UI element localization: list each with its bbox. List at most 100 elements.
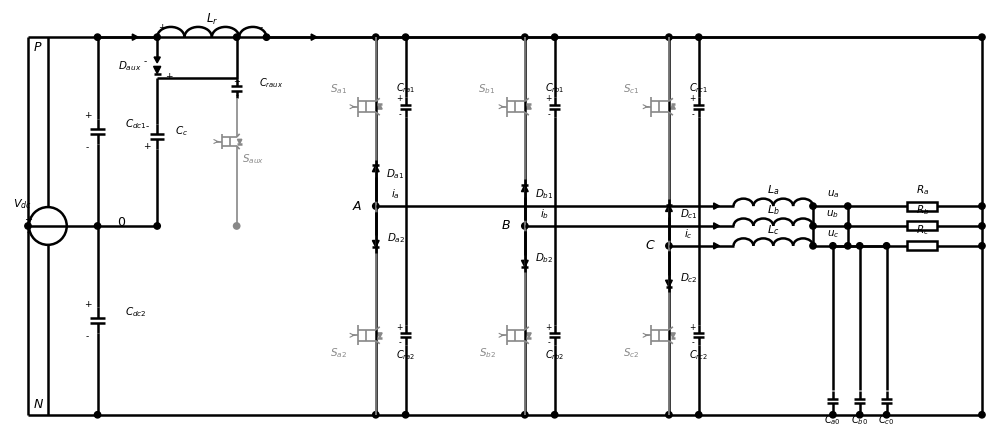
Circle shape [810, 203, 816, 209]
Circle shape [979, 34, 985, 40]
Circle shape [551, 411, 558, 418]
Circle shape [522, 411, 528, 418]
Text: $L_c$: $L_c$ [767, 223, 779, 237]
Text: $C_{rb2}$: $C_{rb2}$ [545, 348, 564, 362]
Text: $C_{c0}$: $C_{c0}$ [878, 413, 895, 426]
Text: B: B [501, 220, 510, 232]
Polygon shape [666, 280, 672, 287]
Circle shape [154, 223, 160, 229]
Circle shape [154, 34, 160, 40]
Text: C: C [645, 239, 654, 252]
Circle shape [94, 411, 101, 418]
Bar [907, 241, 937, 250]
Text: $R_c$: $R_c$ [916, 223, 929, 237]
Polygon shape [526, 105, 531, 109]
Text: -: - [691, 110, 694, 119]
Circle shape [857, 411, 863, 418]
Text: -: - [235, 91, 238, 100]
Text: -: - [26, 227, 30, 237]
Text: $S_{c1}$: $S_{c1}$ [623, 82, 639, 96]
Text: $u_c$: $u_c$ [827, 228, 839, 240]
Polygon shape [526, 333, 531, 338]
Text: $C_{dc1}$: $C_{dc1}$ [125, 117, 147, 131]
Circle shape [522, 34, 528, 40]
Text: $i_c$: $i_c$ [684, 227, 693, 241]
Text: $S_{c2}$: $S_{c2}$ [623, 346, 639, 360]
Text: +: + [165, 72, 173, 82]
Text: -: - [547, 110, 550, 119]
Text: -: - [146, 122, 149, 131]
Text: $D_{b2}$: $D_{b2}$ [535, 251, 554, 265]
Text: $D_{c2}$: $D_{c2}$ [680, 271, 698, 284]
Text: $C_{b0}$: $C_{b0}$ [851, 413, 868, 426]
Bar [907, 221, 937, 231]
Bar [907, 202, 937, 210]
Circle shape [979, 411, 985, 418]
Text: $P$: $P$ [33, 41, 42, 54]
Circle shape [233, 34, 240, 40]
Circle shape [883, 243, 890, 249]
Text: $u_b$: $u_b$ [826, 208, 839, 220]
Text: +: + [24, 215, 32, 225]
Text: $V_{dc}$: $V_{dc}$ [13, 197, 32, 211]
Text: -: - [691, 339, 694, 348]
Circle shape [94, 223, 101, 229]
Text: $u_a$: $u_a$ [827, 188, 839, 200]
Circle shape [830, 411, 836, 418]
Text: $i_a$: $i_a$ [391, 187, 400, 201]
Text: -: - [547, 339, 550, 348]
Polygon shape [377, 333, 382, 338]
Text: +: + [396, 94, 403, 104]
Text: $C_{rb1}$: $C_{rb1}$ [545, 82, 564, 95]
Polygon shape [377, 105, 382, 109]
Text: $D_{aux}$: $D_{aux}$ [118, 59, 141, 73]
Text: $i_b$: $i_b$ [540, 207, 549, 221]
Text: +: + [690, 323, 696, 332]
Text: $C_{rc2}$: $C_{rc2}$ [689, 348, 708, 362]
Text: $C_{rc1}$: $C_{rc1}$ [689, 82, 708, 95]
Polygon shape [154, 67, 161, 74]
Text: A: A [352, 200, 361, 213]
Circle shape [522, 223, 528, 229]
Circle shape [402, 34, 409, 40]
Polygon shape [372, 240, 379, 247]
Text: $D_{a1}$: $D_{a1}$ [386, 168, 405, 181]
Circle shape [263, 34, 270, 40]
Text: +: + [233, 77, 240, 86]
Text: $C_c$: $C_c$ [175, 125, 188, 138]
Text: $C_{ra2}$: $C_{ra2}$ [396, 348, 415, 362]
Text: $S_{b2}$: $S_{b2}$ [479, 346, 496, 360]
Circle shape [696, 34, 702, 40]
Circle shape [810, 223, 816, 229]
Circle shape [29, 207, 67, 245]
Polygon shape [372, 165, 379, 172]
Text: $C_{raux}$: $C_{raux}$ [259, 76, 283, 90]
Text: $R_a$: $R_a$ [916, 183, 929, 197]
Polygon shape [714, 203, 719, 209]
Text: -: - [144, 57, 147, 67]
Text: $L_a$: $L_a$ [767, 183, 779, 197]
Text: $S_{a2}$: $S_{a2}$ [330, 346, 346, 360]
Polygon shape [237, 139, 242, 144]
Circle shape [883, 411, 890, 418]
Circle shape [696, 411, 702, 418]
Circle shape [845, 203, 851, 209]
Circle shape [233, 223, 240, 229]
Circle shape [373, 203, 379, 209]
Text: $N$: $N$ [33, 398, 44, 411]
Text: +: + [84, 111, 91, 120]
Polygon shape [671, 105, 675, 109]
Text: $C_{a0}$: $C_{a0}$ [824, 413, 841, 426]
Polygon shape [521, 260, 528, 267]
Circle shape [845, 223, 851, 229]
Text: +: + [546, 94, 552, 104]
Circle shape [666, 411, 672, 418]
Circle shape [857, 243, 863, 249]
Polygon shape [666, 205, 672, 211]
Text: $D_{a2}$: $D_{a2}$ [387, 231, 405, 245]
Text: $S_{b1}$: $S_{b1}$ [478, 82, 496, 96]
Circle shape [94, 34, 101, 40]
Text: $C_{dc2}$: $C_{dc2}$ [125, 306, 147, 319]
Circle shape [402, 411, 409, 418]
Text: $C_{ra1}$: $C_{ra1}$ [396, 82, 415, 95]
